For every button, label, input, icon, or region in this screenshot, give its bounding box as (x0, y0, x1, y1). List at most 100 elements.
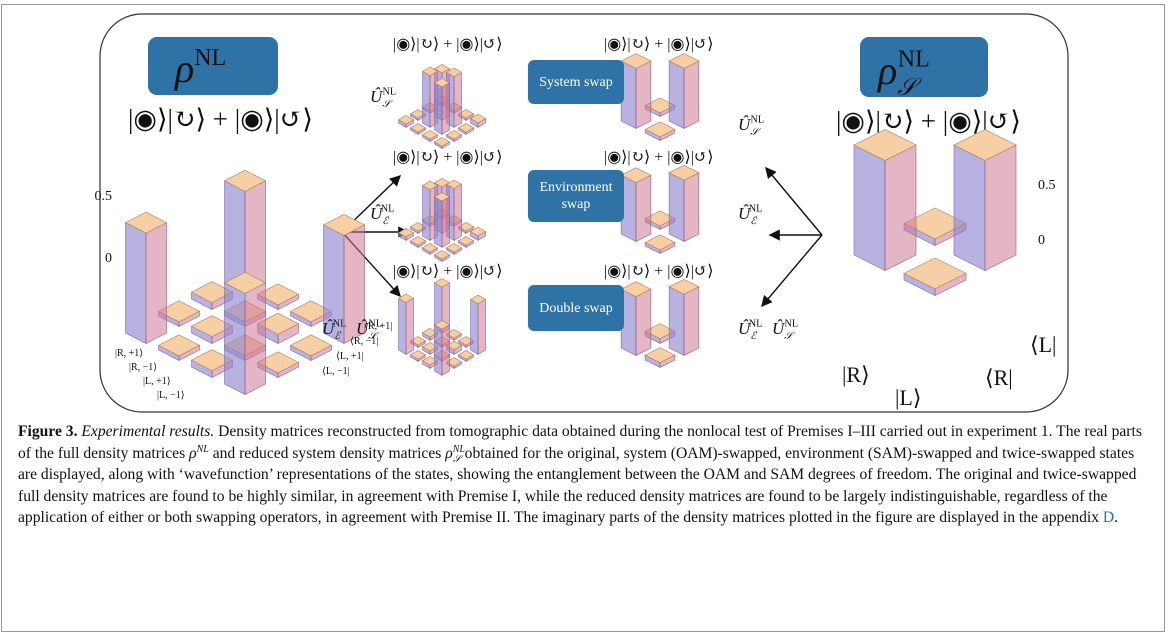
arrow (765, 166, 823, 236)
bar-top (223, 271, 267, 294)
math: Û𝒮NL (370, 87, 396, 110)
math: ÛℰNL (322, 319, 346, 342)
axis-label: |L, +1⟩ (143, 376, 171, 387)
bar (433, 137, 451, 149)
math: Û𝒮NL (356, 319, 382, 342)
axis-label: |R⟩ (842, 362, 870, 387)
bar (457, 350, 475, 362)
bar (469, 113, 487, 128)
math: ÛℰNL (738, 204, 762, 227)
figure-border (99, 13, 1069, 413)
bar-face (224, 282, 246, 396)
bar-top (433, 278, 451, 288)
bar (409, 336, 427, 348)
bar-top (620, 167, 652, 183)
bar-top (223, 169, 267, 192)
bar-face (477, 298, 486, 355)
bar (433, 278, 451, 334)
bar-top (668, 165, 700, 181)
axis-label: |R, −1⟩ (129, 362, 157, 373)
math-sub: ℰ (750, 216, 758, 227)
bar-top (124, 211, 168, 234)
bar-face (884, 144, 917, 271)
bar-face (470, 298, 479, 355)
density-matrix (124, 169, 366, 396)
caption-label: Figure 3. (18, 423, 78, 440)
axis-label: ⟨L| (1030, 332, 1056, 357)
caption-text: and reduced system density matrices (212, 444, 442, 462)
bar-face (441, 196, 450, 248)
arrow (761, 234, 823, 308)
bar-top (409, 236, 427, 246)
math-base: ρ (445, 444, 453, 462)
bar-face (635, 288, 652, 356)
axis-label: |L, −1⟩ (157, 390, 185, 401)
math-sub: 𝒮 (452, 453, 461, 465)
bar-top (409, 123, 427, 133)
math-sub: 𝒮 (750, 127, 761, 138)
bar-top (620, 281, 652, 297)
caption: Figure 3. Experimental results. Density … (18, 421, 1153, 529)
wavefunction: |◉⟩|↻⟩ + |◉⟩|↺⟩ (604, 36, 714, 53)
bar (903, 257, 967, 296)
math-sup: NL (383, 87, 397, 98)
bar (457, 236, 475, 248)
math-base: Û (772, 319, 786, 338)
bar-face (434, 324, 443, 376)
density-matrix (397, 278, 487, 376)
bar (668, 165, 700, 242)
bar-top (409, 350, 427, 360)
bar (433, 250, 451, 262)
bar (421, 342, 439, 355)
bar-top (445, 179, 463, 189)
math-sup: NL (898, 46, 930, 72)
axis-label: ⟨R| (985, 365, 1013, 390)
bar-top (644, 347, 676, 363)
bar-top (421, 130, 439, 140)
wavefunction: |◉⟩|↻⟩ + |◉⟩|↺⟩ (128, 104, 313, 134)
bar-face (125, 222, 147, 345)
bar-top (445, 340, 463, 351)
bar-face (441, 324, 450, 376)
tick-label: 0.5 (1038, 178, 1056, 193)
swap-button: Double swap (528, 285, 624, 331)
math-base: ρ (876, 48, 897, 93)
bar-top (457, 350, 475, 360)
bar-top (433, 250, 451, 260)
math-sub: ℰ (750, 331, 758, 342)
bar (644, 234, 676, 254)
bar-top (620, 53, 652, 69)
bar-top (397, 293, 415, 303)
bar-top (433, 64, 451, 74)
bar-top (903, 257, 967, 290)
bar (433, 78, 451, 135)
bar (668, 53, 700, 129)
bar-face (683, 172, 700, 242)
math: Û𝒮NL (738, 115, 764, 138)
bar-top (433, 137, 451, 147)
bar (409, 236, 427, 248)
bar-top (457, 123, 475, 133)
appendix-link[interactable]: D (1102, 509, 1115, 526)
bar-top (157, 300, 201, 323)
math-sup: NL (333, 319, 347, 330)
wavefunction: |◉⟩|↻⟩ + |◉⟩|↺⟩ (393, 263, 503, 280)
bar (457, 123, 475, 135)
math-sub: ℰ (334, 331, 342, 342)
math-sup: NL (785, 319, 799, 330)
bar-face (635, 60, 652, 129)
math-sub: 𝒮 (784, 331, 795, 342)
math: ÛℰNL (370, 204, 394, 227)
bar-face (434, 82, 443, 135)
axis-label: |L⟩ (895, 385, 921, 410)
density-matrix (853, 129, 1017, 296)
math-base: ρ (173, 46, 194, 91)
bar-top (421, 243, 439, 253)
bar (620, 167, 652, 242)
bar-top (469, 226, 487, 237)
bar-top (409, 336, 427, 346)
density-matrix (397, 178, 487, 262)
title-box (148, 37, 278, 95)
math: ÛℰNL (738, 319, 762, 342)
